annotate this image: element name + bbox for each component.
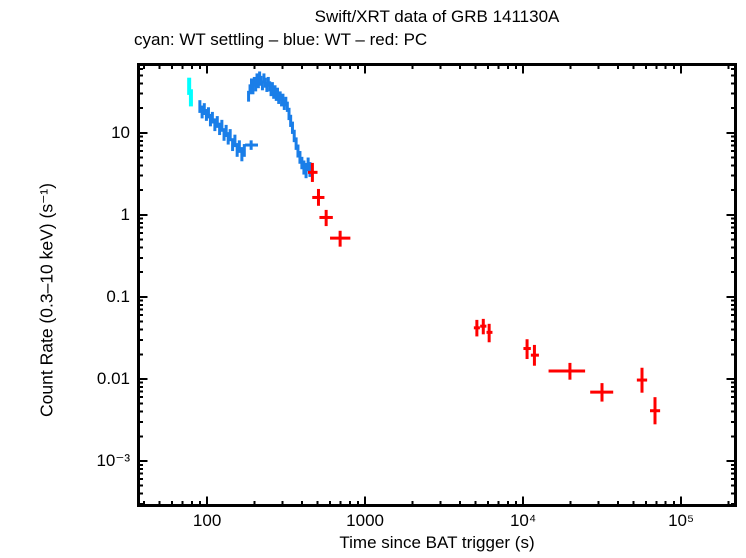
plot-frame (137, 63, 737, 507)
wt-series (198, 71, 312, 179)
y-tick-label: 0.01 (96, 368, 130, 388)
wt-settling-series (187, 77, 193, 107)
light-curve-svg (137, 62, 737, 507)
x-tick-label: 10⁵ (668, 511, 695, 530)
x-tick-label: 10⁴ (509, 511, 537, 530)
plot-area (137, 62, 737, 507)
plot-title: Swift/XRT data of GRB 141130A (314, 7, 560, 26)
y-axis-label: Count Rate (0.3–10 keV) (s⁻¹) (36, 183, 57, 417)
y-tick-label: 0.1 (106, 286, 130, 306)
y-tick-label: 10 (111, 122, 130, 142)
y-tick-label: 10⁻³ (96, 451, 130, 470)
x-tick-label: 100 (192, 511, 222, 530)
x-tick-label: 1000 (346, 511, 384, 530)
legend-caption: cyan: WT settling – blue: WT – red: PC (134, 30, 428, 49)
x-axis-label: Time since BAT trigger (s) (339, 533, 535, 552)
pc-series (307, 162, 661, 425)
y-tick-label: 1 (120, 204, 130, 224)
